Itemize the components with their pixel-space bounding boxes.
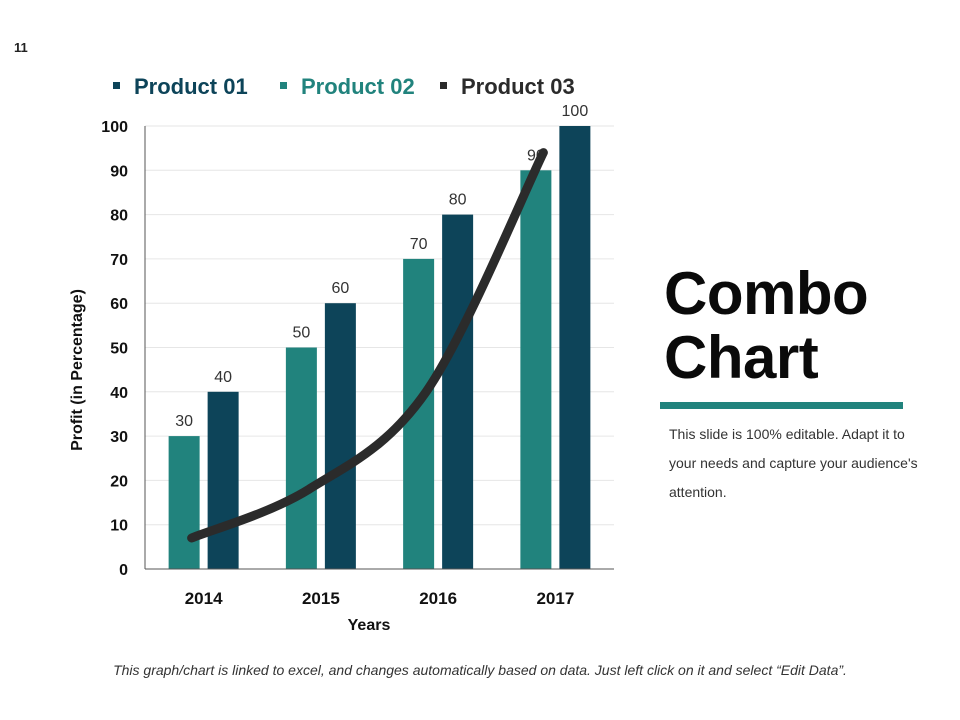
bar[interactable] [520, 170, 552, 570]
data-label: 60 [331, 280, 349, 297]
y-tick-label: 10 [110, 518, 128, 535]
data-label: 100 [562, 103, 589, 120]
x-tick-labels: 2014 2015 2016 2017 [185, 589, 575, 608]
legend-marker [113, 82, 120, 89]
data-label: 80 [449, 192, 467, 209]
legend-label: Product 02 [301, 74, 415, 99]
x-tick-label: 2014 [185, 589, 223, 608]
bar[interactable] [168, 436, 200, 569]
y-tick-label: 70 [110, 252, 128, 269]
y-tick-label: 40 [110, 385, 128, 402]
y-tick-label: 80 [110, 208, 128, 225]
data-label: 50 [292, 325, 310, 342]
data-label: 70 [410, 236, 428, 253]
line-series [187, 148, 548, 543]
y-tick-label: 30 [110, 429, 128, 446]
axes [144, 126, 614, 570]
bar[interactable] [207, 391, 239, 569]
bar[interactable] [442, 214, 474, 569]
x-tick-label: 2015 [302, 589, 340, 608]
y-tick-label: 20 [110, 473, 128, 490]
title-line-1: Combo [664, 260, 869, 327]
legend-label: Product 03 [461, 74, 575, 99]
legend-marker [280, 82, 287, 89]
legend-marker [440, 82, 447, 89]
legend-label: Product 01 [134, 74, 248, 99]
title-block: Combo Chart [664, 262, 924, 390]
y-tick-label: 60 [110, 296, 128, 313]
title-underline [660, 402, 903, 409]
legend: Product 01 Product 02 Product 03 [113, 74, 575, 99]
description-text: This slide is 100% editable. Adapt it to… [669, 426, 918, 500]
y-axis-title: Profit (in Percentage) [69, 289, 86, 451]
x-tick-label: 2016 [419, 589, 457, 608]
slide-number: 11 [14, 40, 28, 55]
product-03-line[interactable] [187, 148, 548, 543]
bar[interactable] [324, 303, 356, 569]
data-label: 40 [214, 369, 232, 386]
y-tick-labels: 0 10 20 30 40 50 60 70 80 90 100 [101, 119, 128, 579]
y-tick-label: 50 [110, 341, 128, 358]
bar[interactable] [559, 126, 591, 569]
y-tick-label: 0 [119, 562, 128, 579]
bar-series [168, 126, 591, 570]
y-tick-label: 90 [110, 163, 128, 180]
y-tick-label: 100 [101, 119, 128, 136]
data-label: 30 [175, 413, 193, 430]
title-line-2: Chart [664, 324, 819, 391]
x-axis-title: Years [348, 617, 391, 634]
bar[interactable] [285, 347, 317, 570]
footer-note: This graph/chart is linked to excel, and… [113, 662, 847, 678]
x-tick-label: 2017 [536, 589, 574, 608]
